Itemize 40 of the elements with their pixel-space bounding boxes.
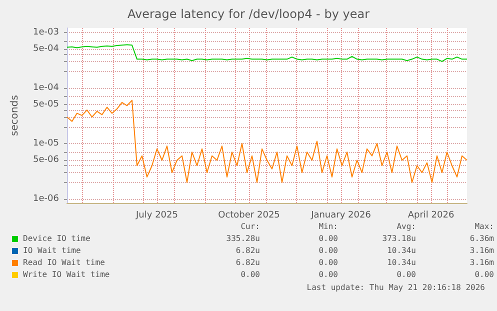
x-tick-label: April 2026 (408, 210, 454, 220)
y-tick-label: 1e-04 (33, 82, 60, 93)
text: 3.16m (468, 245, 494, 257)
y-axis-title: seconds (10, 95, 20, 136)
text: Last update: Thu May 21 20:16:18 2026 (306, 283, 485, 292)
chart-title: Average latency for /dev/loop4 - by year (127, 7, 370, 21)
text: 0.00 (318, 233, 338, 245)
text: 10.34u (386, 245, 416, 257)
legend-label: Device IO time (22, 233, 92, 245)
line-series (66, 100, 468, 183)
text: 6.82u (234, 245, 260, 257)
y-tick-label: 1e-06 (33, 194, 60, 204)
text: Min: (318, 221, 338, 233)
text: 6.82u (234, 257, 260, 269)
text: 0.00 (318, 245, 338, 257)
y-tick-label: 5e-06 (33, 155, 60, 166)
legend-label: IO Wait time (22, 245, 82, 257)
legend-label: Read IO Wait time (22, 257, 106, 269)
text: 0.00 (474, 269, 494, 281)
text: 335.28u (225, 233, 260, 245)
text: 10.34u (386, 257, 416, 269)
y-tick-label: 5e-05 (33, 100, 59, 110)
text: 0.00 (396, 269, 416, 281)
x-tick-label: October 2025 (218, 210, 280, 220)
x-tick-label: January 2026 (310, 210, 372, 220)
text: 3.16m (468, 257, 494, 269)
text: 0.00 (318, 257, 338, 269)
text: 0.00 (318, 269, 338, 281)
y-tick-label: 5e-04 (33, 44, 60, 54)
text: Max: (474, 221, 494, 233)
y-tick-label: 1e-03 (33, 27, 59, 38)
y-tick-label: 1e-05 (33, 138, 59, 149)
line-series (66, 44, 468, 62)
text: 0.00 (240, 269, 260, 281)
text: 373.18u (381, 233, 416, 245)
legend-label: Write IO Wait time (22, 269, 111, 281)
text: Cur: (240, 221, 260, 233)
text: Avg: (396, 221, 416, 233)
text: 6.36m (468, 233, 494, 245)
x-tick-label: July 2025 (135, 210, 178, 220)
